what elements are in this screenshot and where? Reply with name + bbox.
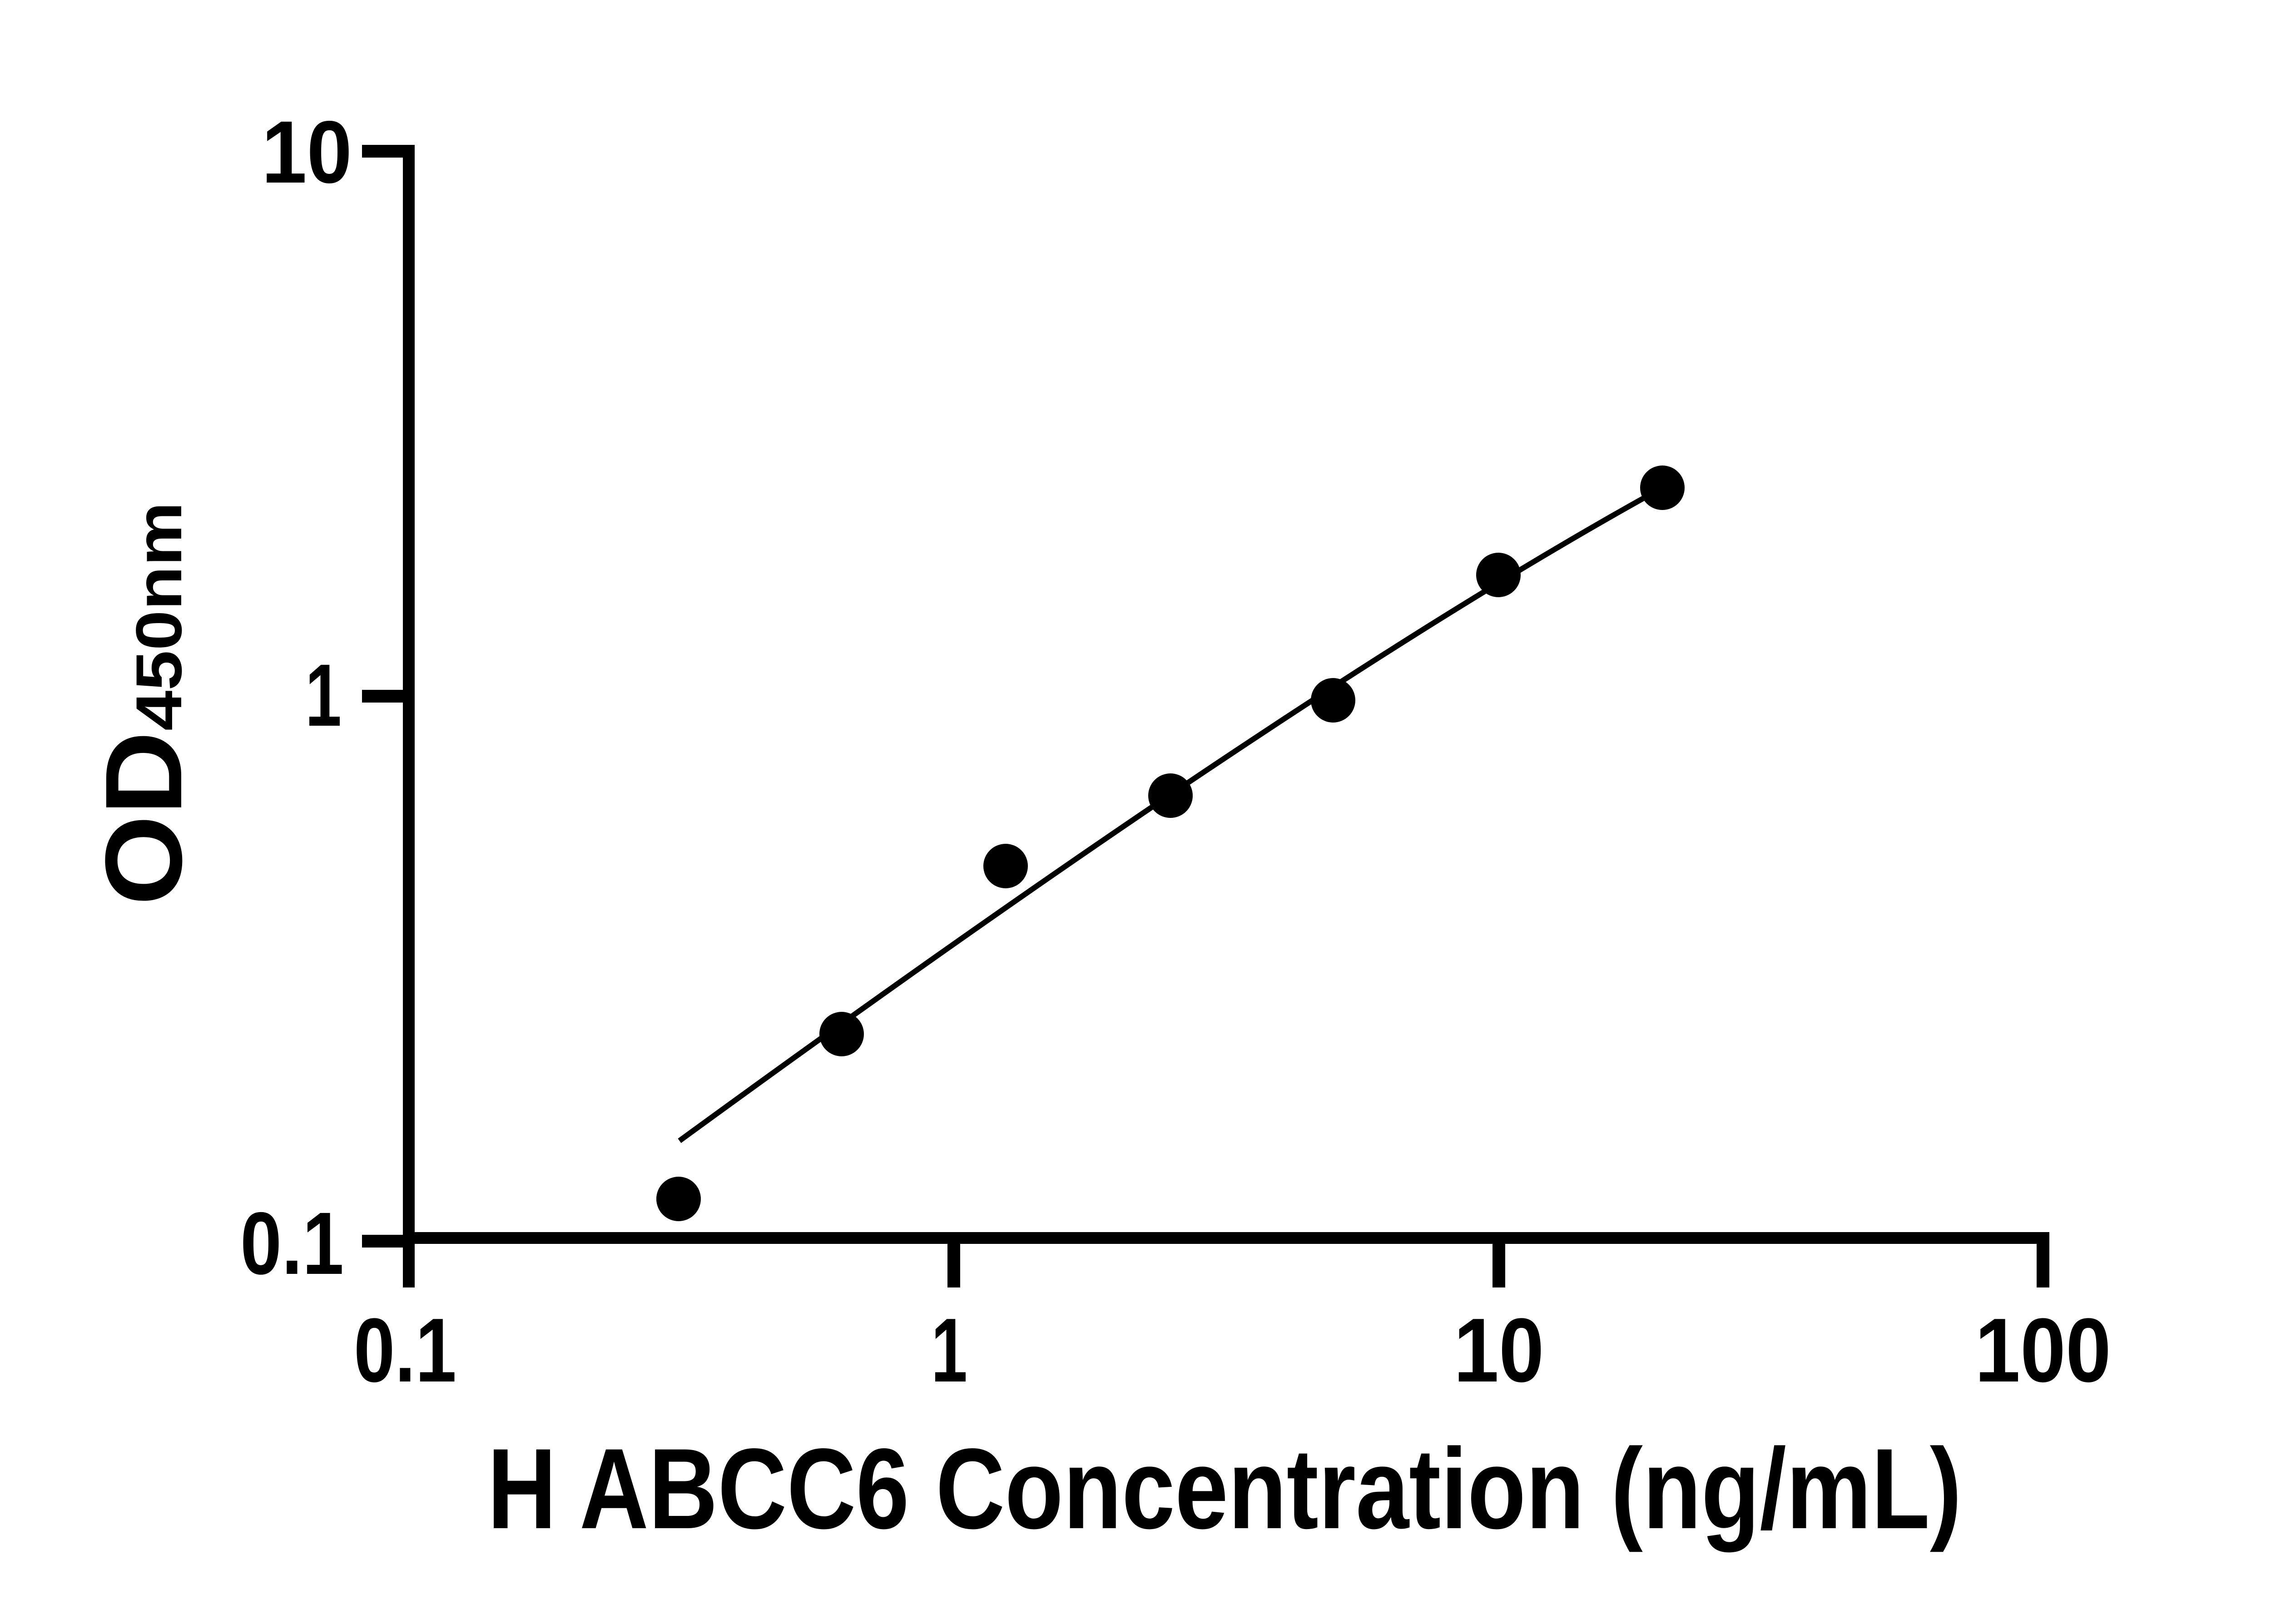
svg-text:10: 10 (1454, 1300, 1544, 1401)
svg-text:OD: OD (83, 731, 204, 906)
svg-text:0.1: 0.1 (240, 1194, 344, 1293)
svg-text:10: 10 (262, 103, 352, 202)
svg-text:0.1: 0.1 (354, 1300, 456, 1401)
svg-text:450nm: 450nm (123, 502, 195, 731)
svg-text:1: 1 (305, 646, 342, 745)
svg-text:H ABCC6 Concentration (ng/mL): H ABCC6 Concentration (ng/mL) (487, 1425, 1962, 1553)
svg-text:1: 1 (931, 1300, 967, 1401)
svg-text:100: 100 (1975, 1300, 2111, 1401)
